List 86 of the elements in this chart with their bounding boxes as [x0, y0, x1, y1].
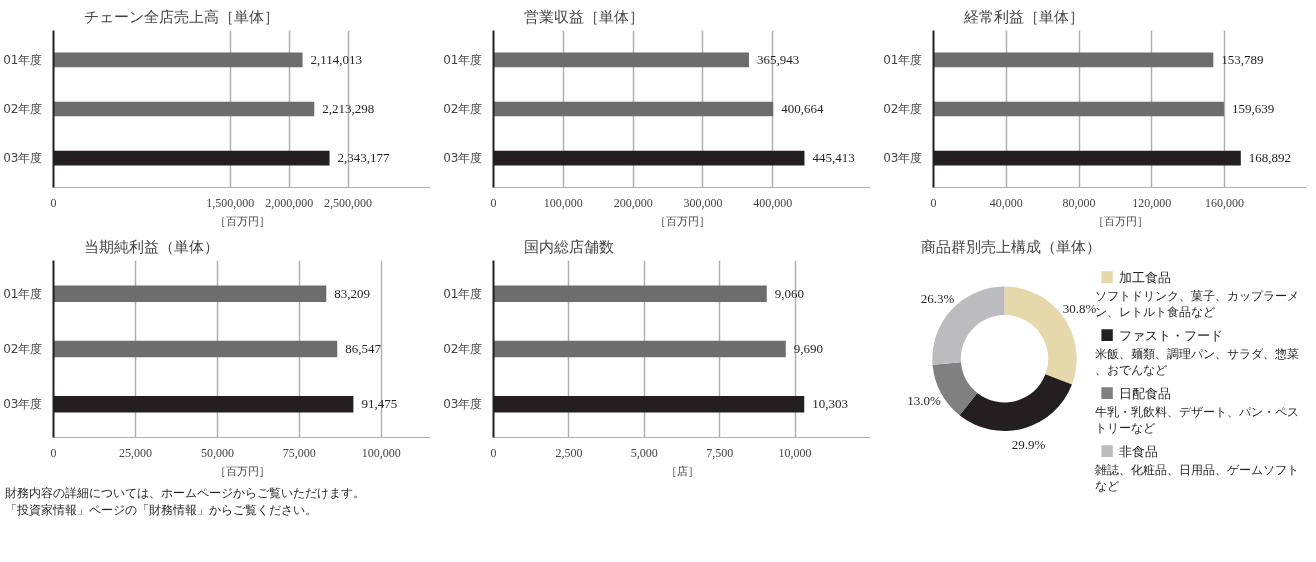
x-tick-label: 100,000 [361, 445, 401, 460]
x-tick-label: 300,000 [683, 195, 723, 210]
text: 米飯、麺類、調理パン、サラダ、惣菜、おでんなど [1094, 346, 1299, 377]
data-label: 10,303 [812, 396, 848, 412]
x-axis-title: ［百万円］ [214, 464, 270, 478]
x-tick-label: 120,000 [1132, 195, 1172, 210]
data-label: 159,639 [1231, 101, 1275, 116]
x-tick-label: 2,000,000 [265, 195, 314, 210]
x-tick-label: 10,000 [778, 445, 812, 460]
x-axis-title: ［店］ [665, 464, 699, 478]
y-tick-label: 02年度 [3, 102, 43, 116]
y-tick-label: 01年度 [443, 286, 483, 301]
chart-title: 当期純利益（単体） [83, 237, 219, 256]
y-tick-label: 03年度 [443, 151, 483, 166]
y-tick-label: 02年度 [883, 102, 923, 116]
data-label: 365,943 [756, 51, 800, 67]
x-axis-title: ［百万円］ [654, 214, 710, 228]
legend-label: 加工食品 [1118, 270, 1171, 286]
x-tick-label: 0 [490, 195, 497, 210]
x-tick-label: 25,000 [118, 445, 152, 460]
data-label: 91,475 [361, 396, 398, 412]
chart-title: 商品群別売上構成（単体） [920, 237, 1101, 256]
text: 牛乳・乳飲料、デザート、パン・ペストリーなど [1094, 404, 1299, 435]
x-tick-label: 160,000 [1205, 195, 1245, 210]
chart-title: チェーン全店売上高［単体］ [83, 7, 279, 26]
x-axis-title: ［百万円］ [214, 214, 270, 228]
bar [933, 52, 1214, 68]
y-tick-label: 01年度 [3, 52, 43, 67]
data-label: 26.3% [920, 291, 955, 307]
y-tick-label: 03年度 [3, 151, 43, 166]
data-label: 153,789 [1221, 51, 1264, 67]
x-tick-label: 0 [50, 445, 57, 460]
x-axis-title: ［百万円］ [1092, 214, 1148, 228]
y-tick-label: 02年度 [443, 342, 483, 356]
x-tick-label: 100,000 [543, 195, 583, 210]
data-label: 2,343,177 [337, 150, 391, 166]
x-tick-label: 75,000 [282, 445, 316, 460]
data-label: 13.0% [907, 392, 941, 408]
chart-title: 国内総店舗数 [523, 237, 614, 256]
data-label: 168,892 [1248, 150, 1292, 166]
legend-label: 日配食品 [1118, 386, 1171, 402]
x-tick-label: 400,000 [753, 195, 793, 210]
x-tick-label: 200,000 [613, 195, 653, 210]
x-tick-label: 80,000 [1062, 195, 1096, 210]
bar [53, 285, 327, 302]
bar [493, 52, 749, 68]
data-label: 2,114,013 [310, 51, 363, 67]
bar [493, 101, 774, 117]
bar [53, 340, 338, 358]
data-label: 9,060 [774, 285, 804, 301]
x-tick-label: 7,500 [706, 445, 734, 460]
x-tick-label: 2,500 [555, 445, 583, 460]
y-tick-label: 01年度 [443, 52, 483, 67]
chart-title: 経常利益［単体］ [962, 7, 1084, 26]
text: 財務内容の詳細については、ホームページからご覧いただけます。 [5, 486, 365, 500]
y-tick-label: 01年度 [3, 286, 43, 301]
y-tick-label: 02年度 [443, 102, 483, 116]
x-tick-label: 0 [930, 195, 937, 210]
bar [53, 52, 303, 68]
data-label: 86,547 [345, 341, 382, 356]
y-tick-label: 03年度 [443, 397, 483, 412]
data-label: 9,690 [793, 341, 823, 356]
data-label: 29.9% [1011, 436, 1046, 452]
x-tick-label: 2,500,000 [324, 195, 373, 210]
y-tick-label: 02年度 [3, 342, 43, 356]
y-tick-label: 01年度 [883, 52, 923, 67]
y-tick-label: 03年度 [883, 151, 923, 166]
legend-label: ファスト・フード [1118, 328, 1223, 344]
x-tick-label: 40,000 [989, 195, 1023, 210]
y-tick-label: 03年度 [3, 397, 43, 412]
text: 雑誌、化粧品、日用品、ゲームソフトなど [1094, 462, 1299, 493]
x-tick-label: 0 [490, 445, 497, 460]
data-label: 400,664 [781, 101, 824, 116]
chart-title: 営業収益［単体］ [523, 7, 644, 26]
x-tick-label: 5,000 [630, 445, 658, 460]
x-tick-label: 1,500,000 [206, 195, 255, 210]
text: 「投資家情報」ページの「財務情報」からご覧ください。 [5, 503, 317, 518]
data-label: 83,209 [334, 285, 371, 301]
x-tick-label: 50,000 [200, 445, 234, 460]
legend-label: 非食品 [1118, 444, 1158, 460]
data-label: 2,213,298 [322, 101, 375, 116]
bar [53, 101, 315, 117]
x-tick-label: 0 [50, 195, 57, 210]
data-label: 30.8% [1062, 301, 1097, 317]
bar [933, 101, 1224, 117]
data-label: 445,413 [812, 150, 855, 166]
